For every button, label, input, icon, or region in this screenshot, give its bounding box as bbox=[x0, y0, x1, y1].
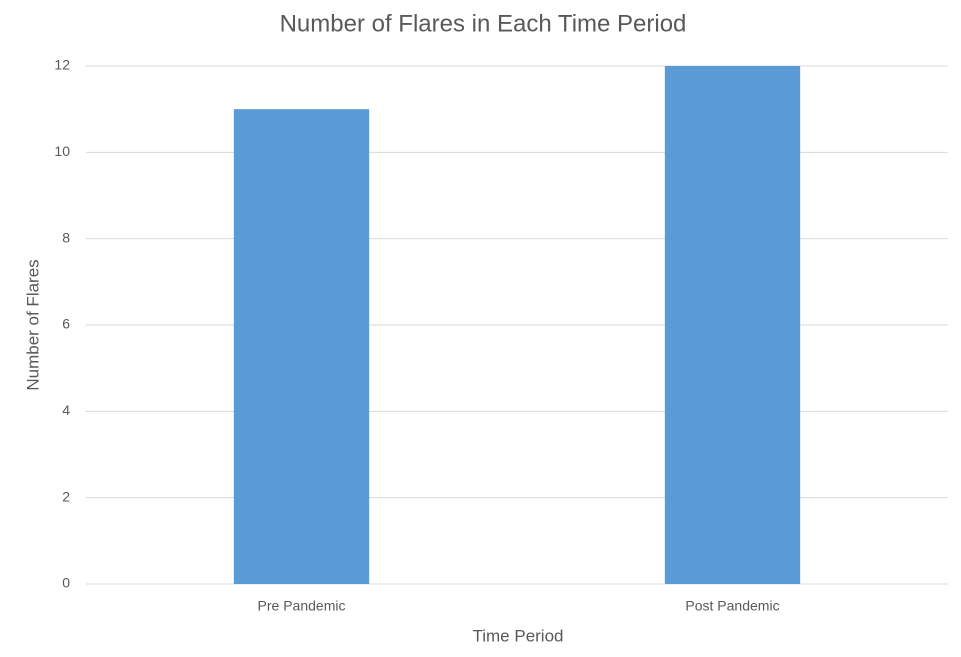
y-tick-label: 12 bbox=[54, 57, 70, 73]
y-tick-label: 8 bbox=[62, 229, 70, 245]
y-tick-label: 10 bbox=[54, 143, 70, 159]
bar bbox=[664, 66, 801, 584]
x-tick-label: Post Pandemic bbox=[685, 598, 779, 614]
y-tick-label: 2 bbox=[62, 488, 70, 504]
y-axis-label: Number of Flares bbox=[23, 259, 42, 390]
x-tick-label: Pre Pandemic bbox=[258, 598, 346, 614]
y-tick-label: 0 bbox=[62, 575, 70, 591]
x-axis-label: Time Period bbox=[472, 626, 563, 645]
y-tick-label: 4 bbox=[62, 402, 70, 418]
y-tick-label: 6 bbox=[62, 316, 70, 332]
chart-title: Number of Flares in Each Time Period bbox=[280, 10, 687, 37]
bar bbox=[233, 109, 370, 585]
